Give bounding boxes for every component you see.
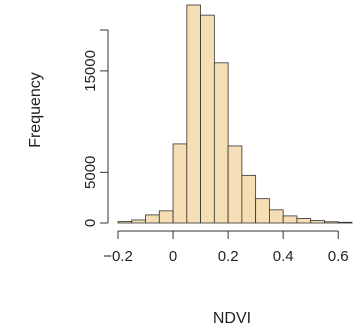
histogram-bar — [269, 209, 284, 224]
x-tick-label: −0.2 — [103, 248, 133, 265]
y-tick-label: 15000 — [82, 50, 99, 92]
x-axis-label: NDVI — [213, 310, 251, 327]
x-tick-label: 0 — [169, 248, 177, 265]
histogram-bars — [117, 4, 353, 224]
histogram-bar — [158, 210, 174, 224]
y-tick-label: 5000 — [82, 156, 99, 189]
histogram-bar — [186, 4, 201, 224]
histogram-bar — [310, 220, 325, 224]
x-tick-label: 0.4 — [273, 248, 294, 265]
histogram-bar — [227, 145, 243, 224]
histogram-bar — [200, 14, 215, 224]
histogram-bar — [145, 214, 160, 224]
histogram-bar — [324, 221, 339, 224]
histogram-bar — [172, 143, 188, 224]
histogram-bar — [241, 174, 257, 224]
x-tick-label: 0.6 — [328, 248, 349, 265]
histogram-bar — [255, 198, 270, 224]
x-tick-label: 0.2 — [218, 248, 239, 265]
y-tick-label: 0 — [82, 219, 99, 227]
y-axis-label: Frequency — [27, 72, 44, 148]
y-axis: 0 5000 15000 — [82, 29, 109, 227]
histogram-bar — [296, 218, 312, 224]
histogram-bar — [337, 221, 353, 224]
x-axis: −0.2 0 0.2 0.4 0.6 — [103, 230, 349, 265]
histogram-bar — [117, 221, 133, 224]
histogram-bar — [131, 219, 146, 224]
histogram-bar — [213, 62, 229, 224]
histogram-bar — [282, 215, 298, 224]
